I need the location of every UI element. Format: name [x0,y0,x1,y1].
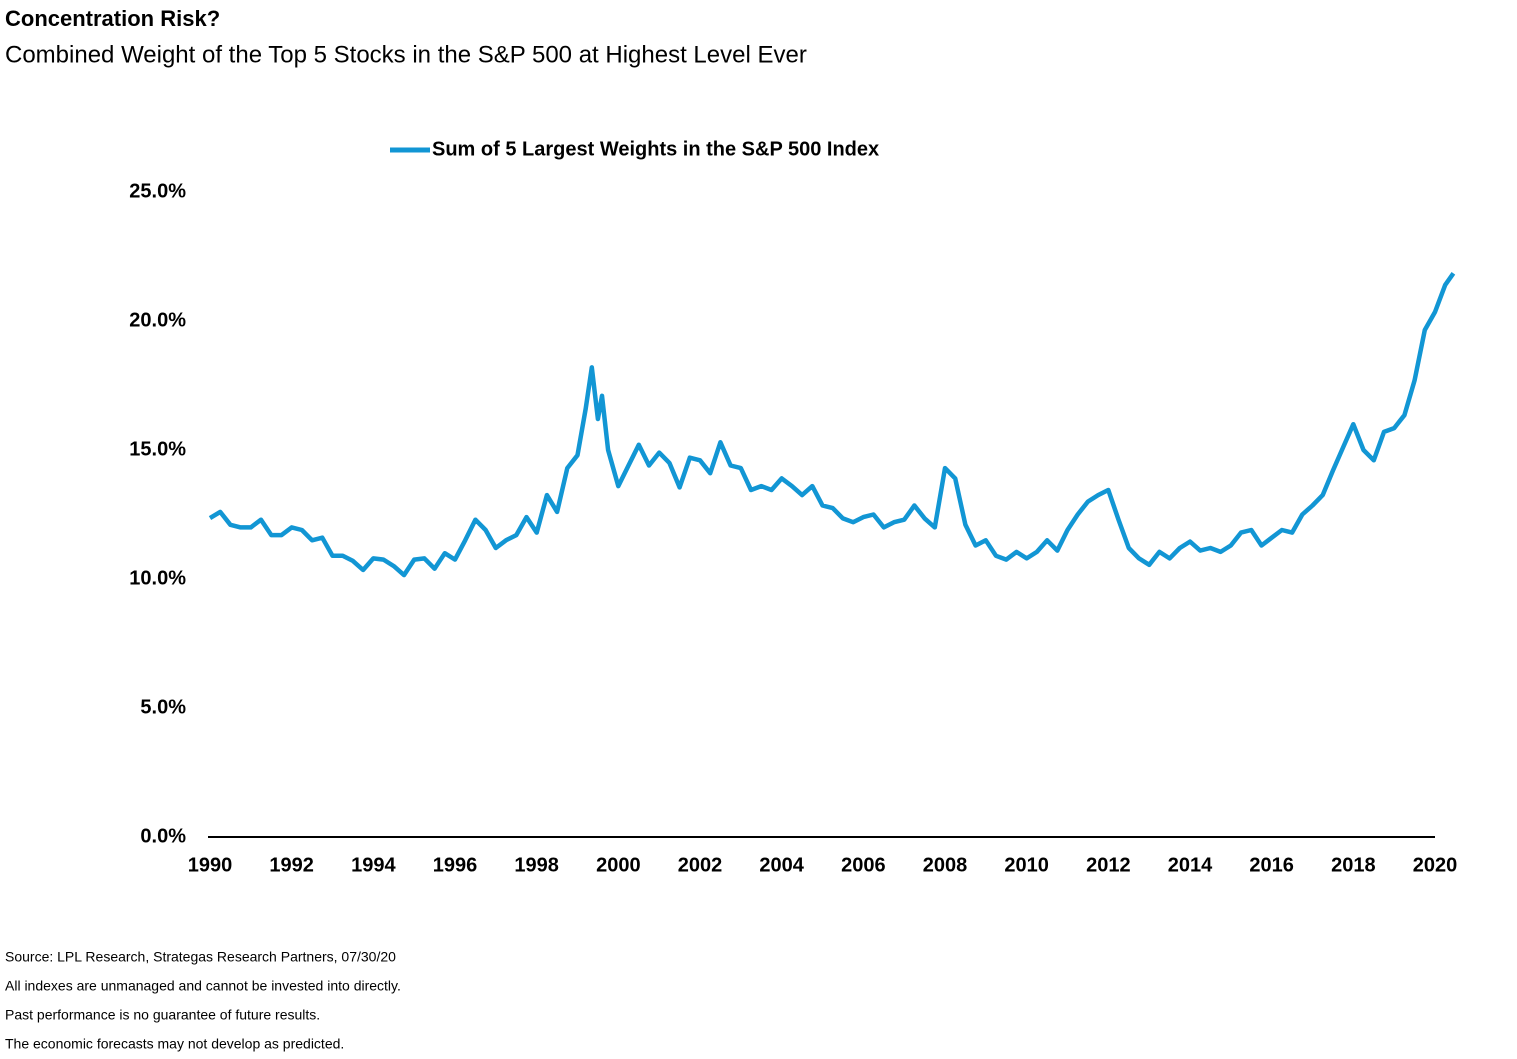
footnote: All indexes are unmanaged and cannot be … [5,978,401,994]
legend-label: Sum of 5 Largest Weights in the S&P 500 … [432,138,879,160]
x-tick-label: 2002 [678,854,723,876]
y-tick-label: 0.0% [140,825,186,847]
footnote: Past performance is no guarantee of futu… [5,1007,320,1023]
x-tick-label: 1996 [433,854,478,876]
x-tick-label: 2004 [759,854,804,876]
y-tick-label: 20.0% [129,309,186,331]
x-tick-label: 2010 [1004,854,1049,876]
x-tick-label: 2018 [1331,854,1376,876]
chart-title: Concentration Risk? [5,6,220,31]
x-tick-label: 2014 [1168,854,1213,876]
chart-subtitle: Combined Weight of the Top 5 Stocks in t… [5,41,807,68]
x-tick-label: 2020 [1413,854,1458,876]
y-tick-label: 25.0% [129,180,186,202]
y-tick-label: 10.0% [129,567,186,589]
footnote: Source: LPL Research, Strategas Research… [5,949,396,965]
footnote: The economic forecasts may not develop a… [5,1036,344,1052]
x-tick-label: 1998 [514,854,559,876]
y-tick-label: 15.0% [129,438,186,460]
x-tick-label: 2016 [1249,854,1294,876]
x-tick-label: 1992 [269,854,314,876]
x-tick-label: 2012 [1086,854,1131,876]
x-tick-label: 2000 [596,854,641,876]
x-tick-label: 2006 [841,854,886,876]
x-tick-label: 1990 [188,854,233,876]
y-tick-label: 5.0% [140,696,186,718]
data-line [208,272,1456,578]
x-tick-label: 1994 [351,854,396,876]
x-tick-label: 2008 [923,854,968,876]
